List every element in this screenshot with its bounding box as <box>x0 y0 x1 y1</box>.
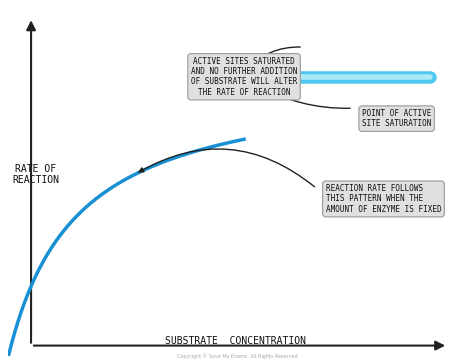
Text: RATE OF
REACTION: RATE OF REACTION <box>12 164 59 185</box>
Text: REACTION RATE FOLLOWS
THIS PATTERN WHEN THE
AMOUNT OF ENZYME IS FIXED: REACTION RATE FOLLOWS THIS PATTERN WHEN … <box>326 184 441 214</box>
Text: Copyright © Save My Exams. All Rights Reserved: Copyright © Save My Exams. All Rights Re… <box>177 354 297 359</box>
Text: ACTIVE SITES SATURATED
AND NO FURTHER ADDITION
OF SUBSTRATE WILL ALTER
THE RATE : ACTIVE SITES SATURATED AND NO FURTHER AD… <box>191 57 297 97</box>
Text: SUBSTRATE  CONCENTRATION: SUBSTRATE CONCENTRATION <box>164 335 306 346</box>
Text: POINT OF ACTIVE
SITE SATURATION: POINT OF ACTIVE SITE SATURATION <box>362 109 431 129</box>
